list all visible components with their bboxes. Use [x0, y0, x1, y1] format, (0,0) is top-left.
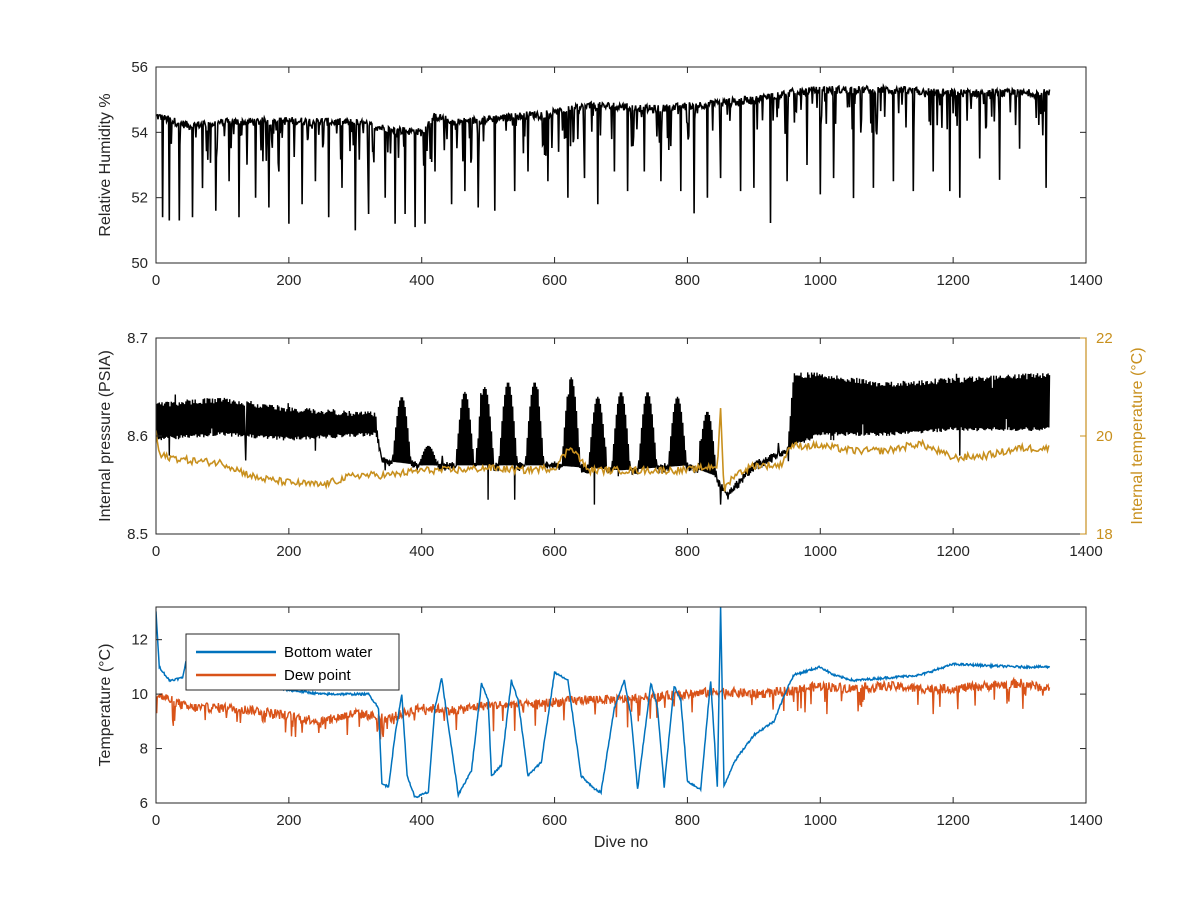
x-tick-label: 800 — [675, 272, 700, 289]
y-tick-label: 8.6 — [127, 428, 148, 445]
temperature-legend: Bottom water Dew point — [185, 633, 400, 691]
x-tick-label: 0 — [152, 812, 160, 829]
x-tick-label: 1000 — [804, 812, 837, 829]
x-tick-label: 1400 — [1069, 543, 1102, 560]
y2-tick-label: 18 — [1096, 526, 1113, 543]
humidity-series-line — [156, 83, 1051, 231]
pressure-series-line — [156, 372, 1051, 505]
pressure-ylabel: Internal pressure (PSIA) — [97, 350, 114, 522]
humidity-ylabel: Relative Humidity % — [97, 93, 114, 236]
x-tick-label: 1000 — [804, 543, 837, 560]
internal-temperature-series-line — [156, 408, 1050, 492]
y-tick-label: 8.7 — [127, 330, 148, 347]
legend-label-bottom-water: Bottom water — [284, 644, 372, 661]
y-tick-label: 10 — [131, 686, 148, 703]
temperature-plot-frame — [155, 606, 1087, 804]
x-tick-label: 400 — [409, 812, 434, 829]
y2-tick-label: 20 — [1096, 428, 1113, 445]
y-tick-label: 54 — [131, 124, 148, 141]
x-tick-label: 200 — [276, 272, 301, 289]
x-tick-label: 400 — [409, 543, 434, 560]
x-tick-label: 800 — [675, 812, 700, 829]
x-tick-label: 1200 — [936, 543, 969, 560]
y-tick-label: 6 — [140, 795, 148, 812]
humidity-plot-frame — [155, 66, 1087, 264]
x-tick-label: 1000 — [804, 272, 837, 289]
internal-temperature-ylabel: Internal temperature (°C) — [1129, 347, 1146, 524]
y-tick-label: 8.5 — [127, 526, 148, 543]
x-tick-label: 1400 — [1069, 272, 1102, 289]
x-tick-label: 200 — [276, 812, 301, 829]
y-tick-label: 52 — [131, 190, 148, 207]
x-tick-label: 600 — [542, 812, 567, 829]
y-tick-label: 50 — [131, 255, 148, 272]
y2-tick-label: 22 — [1096, 330, 1113, 347]
x-tick-label: 0 — [152, 272, 160, 289]
legend-box — [185, 633, 400, 691]
humidity-panel: 0 200 400 600 800 1000 1200 1400 50 52 54 56 Relati… — [97, 59, 1103, 289]
x-tick-label: 600 — [542, 543, 567, 560]
temperature-ylabel: Temperature (°C) — [97, 644, 114, 767]
x-tick-label: 0 — [152, 543, 160, 560]
temperature-panel: 0 200 400 600 800 1000 1200 1400 6 8 10 12 Temperat… — [97, 606, 1103, 851]
x-tick-label: 400 — [409, 272, 434, 289]
dew-point-series-line — [156, 676, 1051, 740]
legend-label-dew-point: Dew point — [284, 667, 352, 684]
x-tick-label: 1200 — [936, 272, 969, 289]
x-tick-label: 1200 — [936, 812, 969, 829]
x-tick-label: 800 — [675, 543, 700, 560]
x-tick-label: 600 — [542, 272, 567, 289]
dive-no-xlabel: Dive no — [594, 834, 648, 851]
y-tick-label: 56 — [131, 59, 148, 76]
pressure-temperature-panel: 0 200 400 600 800 1000 1200 1400 8.5 8.6 8.7 18 20 22… — [97, 330, 1146, 560]
x-tick-label: 1400 — [1069, 812, 1102, 829]
y-tick-label: 8 — [140, 741, 148, 758]
x-tick-label: 200 — [276, 543, 301, 560]
bottom-water-series-line — [156, 607, 1051, 799]
y-tick-label: 12 — [131, 632, 148, 649]
